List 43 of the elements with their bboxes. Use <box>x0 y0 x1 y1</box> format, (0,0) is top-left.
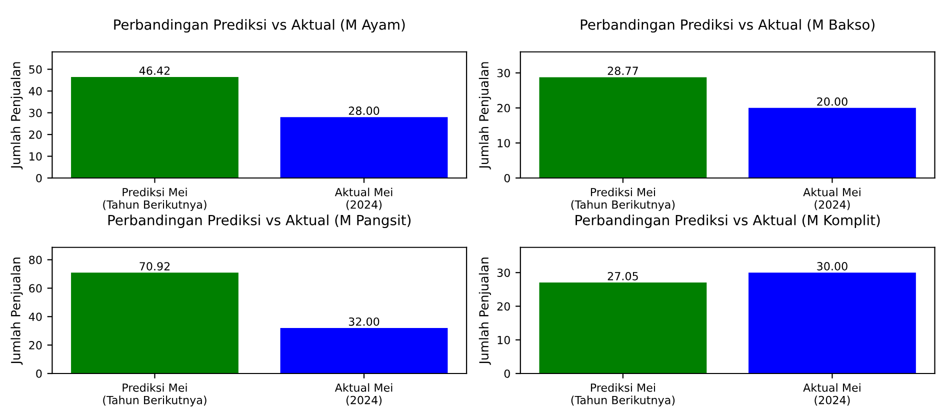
chart-title: Perbandingan Prediksi vs Aktual (M Pangsit) <box>108 214 411 228</box>
data-label: 27.05 <box>608 272 638 280</box>
y-tick-label: 10 <box>498 336 510 344</box>
y-axis-title: Jumlah Penjualan <box>10 258 23 365</box>
data-label: 20.00 <box>817 97 848 106</box>
chart-title: Perbandingan Prediksi vs Aktual (M Ayam) <box>114 19 405 33</box>
y-tick-label: 0 <box>504 174 510 182</box>
y-tick-label: 20 <box>497 104 510 112</box>
y-tick-label: 30 <box>29 108 42 118</box>
data-label: 28.77 <box>608 66 638 76</box>
x-tick-label: Aktual Mei (2024) <box>334 188 392 210</box>
y-tick-label: 60 <box>29 284 42 293</box>
x-tick-label: Aktual Mei (2024) <box>334 383 392 406</box>
y-axis-title: Jumlah Penjualan <box>478 62 491 170</box>
data-label: 30.00 <box>817 262 848 270</box>
x-tick-label: Prediksi Mei (Tahun Berikutnya) <box>571 188 675 211</box>
y-tick-label: 10 <box>498 138 510 148</box>
y-tick-label: 30 <box>497 68 510 78</box>
data-label: 46.42 <box>139 66 170 75</box>
data-label: 28.00 <box>348 106 380 115</box>
chart-title: Perbandingan Prediksi vs Aktual (M Bakso) <box>580 19 874 33</box>
x-tick-label: Prediksi Mei (Tahun Berikutnya) <box>103 383 206 406</box>
y-tick-label: 40 <box>28 86 42 96</box>
data-label: 32.00 <box>348 317 380 326</box>
y-axis-title: Jumlah Penjualan <box>10 62 23 170</box>
y-tick-label: 20 <box>497 302 510 311</box>
y-tick-label: 30 <box>497 268 510 277</box>
y-tick-label: 50 <box>29 65 42 74</box>
y-tick-label: 0 <box>36 369 42 378</box>
y-tick-label: 0 <box>504 369 510 378</box>
x-tick-label: Aktual Mei (2024) <box>803 383 860 406</box>
y-tick-label: 20 <box>29 130 42 139</box>
x-tick-label: Prediksi Mei (Tahun Berikutnya) <box>103 188 206 211</box>
y-tick-label: 20 <box>29 341 42 350</box>
x-tick-label: Aktual Mei (2024) <box>803 188 860 210</box>
y-tick-label: 80 <box>29 256 42 264</box>
y-tick-label: 10 <box>30 152 42 161</box>
y-tick-label: 40 <box>28 312 42 321</box>
y-tick-label: 0 <box>36 174 42 182</box>
chart-title: Perbandingan Prediksi vs Aktual (M Komplit) <box>576 214 880 228</box>
y-axis-title: Jumlah Penjualan <box>478 258 491 365</box>
data-label: 70.92 <box>140 262 170 270</box>
x-tick-label: Prediksi Mei (Tahun Berikutnya) <box>571 383 675 406</box>
